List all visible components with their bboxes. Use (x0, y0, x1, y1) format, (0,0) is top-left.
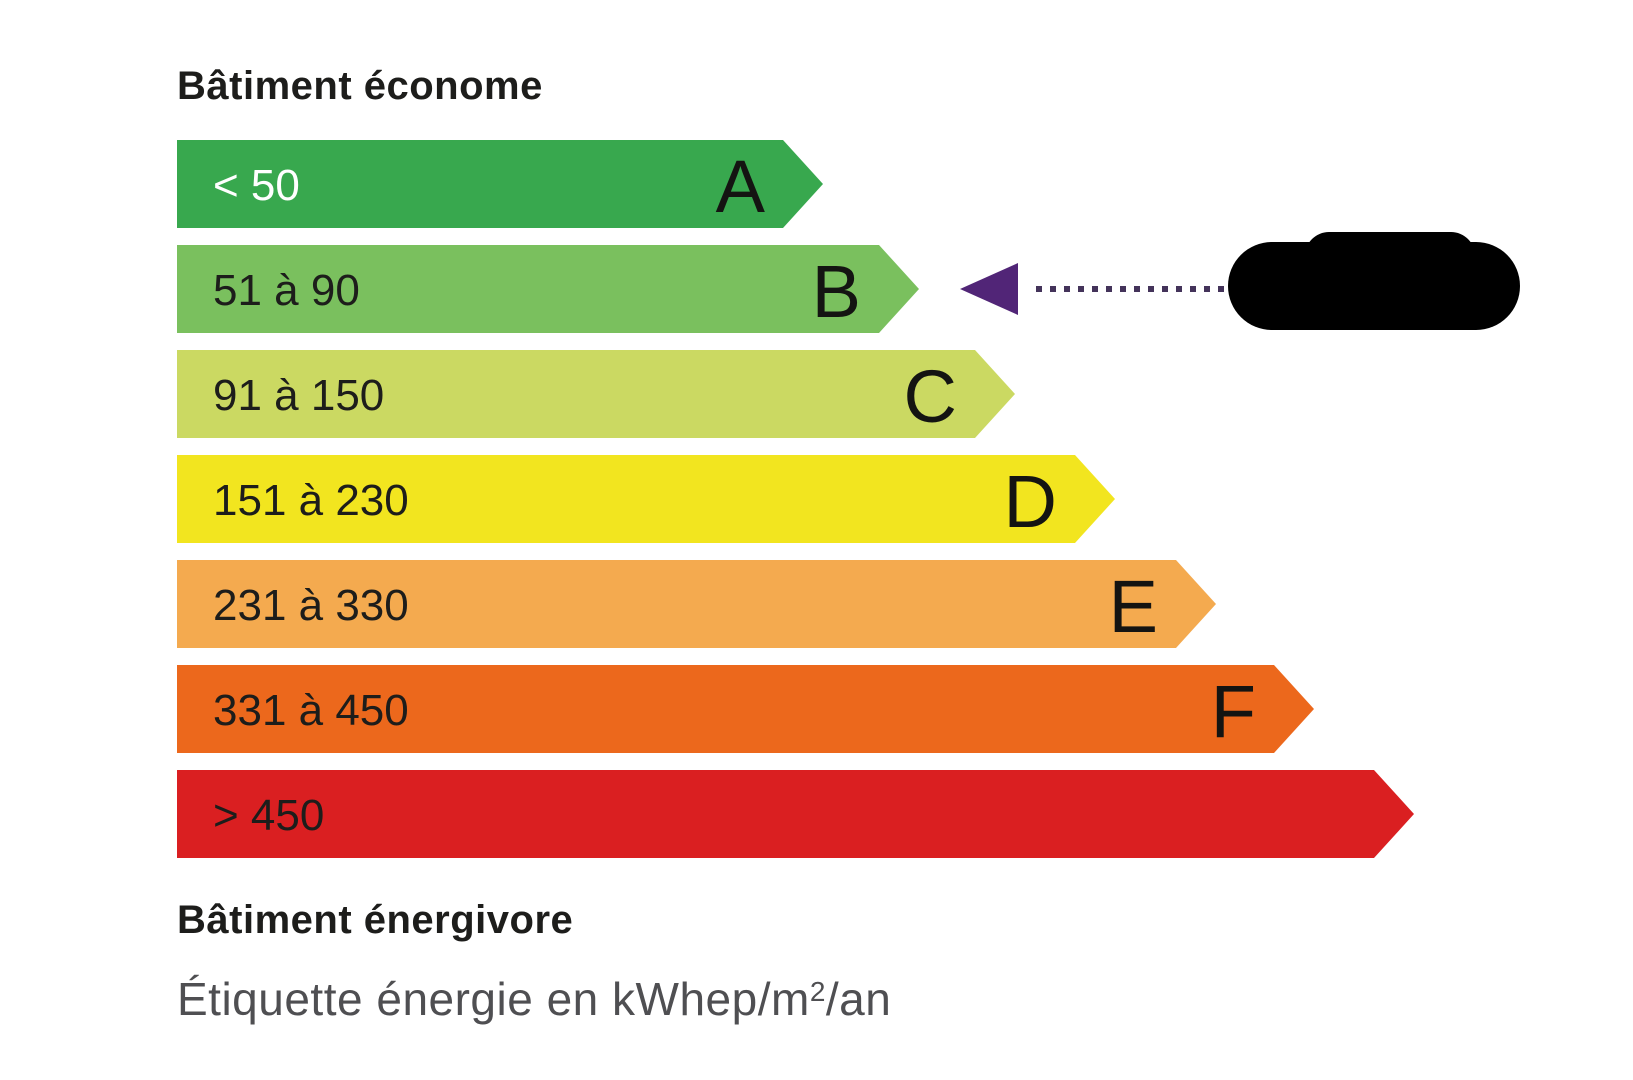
class-letter: B (811, 250, 861, 333)
class-pointer-arrow-icon (960, 263, 1018, 315)
class-range: > 450 (213, 791, 325, 840)
unit-caption: Étiquette énergie en kWhep/m2/an (177, 972, 891, 1026)
unit-caption-prefix: Étiquette énergie en kWhep/m (177, 973, 810, 1025)
class-bar-g: > 450 (177, 770, 1414, 858)
class-letter: C (903, 355, 957, 438)
class-letter: D (1003, 460, 1057, 543)
caption-batiment-energivore: Bâtiment énergivore (177, 898, 574, 942)
class-letter: A (715, 145, 765, 228)
redacted-value-blob (1228, 232, 1520, 330)
unit-caption-superscript: 2 (809, 976, 826, 1007)
class-bar-c: 91 à 150 C (177, 350, 1015, 438)
class-bar-b: 51 à 90 B (177, 245, 919, 333)
dotted-leader-line (1036, 286, 1226, 292)
unit-caption-suffix: /an (825, 973, 892, 1025)
class-range: 91 à 150 (213, 371, 385, 420)
class-range: 331 à 450 (213, 686, 409, 735)
class-bar-f: 331 à 450 F (177, 665, 1314, 753)
class-range: 231 à 330 (213, 581, 409, 630)
class-bar-d: 151 à 230 D (177, 455, 1115, 543)
class-bar-e: 231 à 330 E (177, 560, 1216, 648)
class-letter: E (1108, 565, 1158, 648)
class-range: 51 à 90 (213, 266, 360, 315)
caption-batiment-econome: Bâtiment économe (177, 64, 543, 108)
class-bar-a: < 50 A (177, 140, 823, 228)
class-range: 151 à 230 (213, 476, 409, 525)
class-range: < 50 (213, 161, 300, 210)
class-letter: F (1210, 670, 1256, 753)
